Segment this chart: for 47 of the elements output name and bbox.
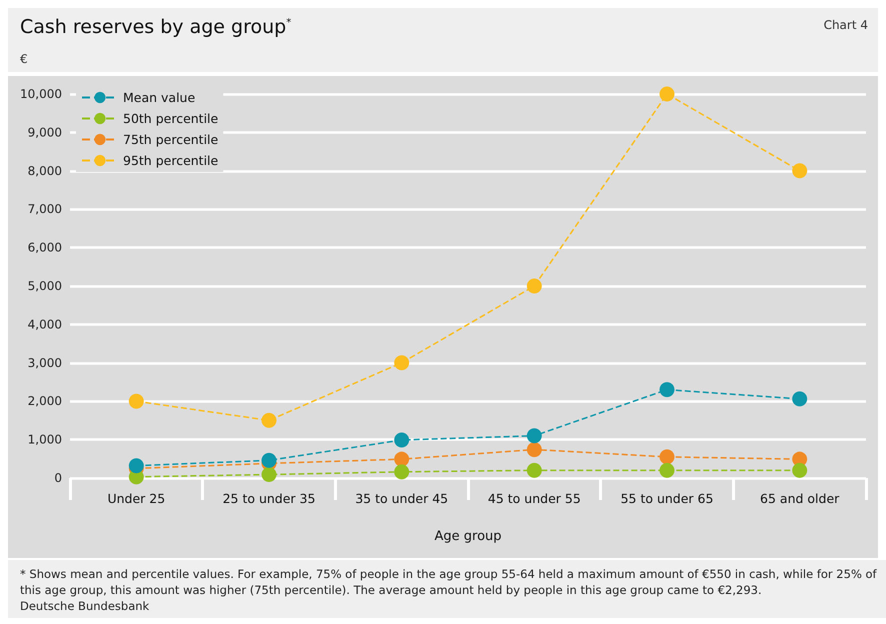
x-tick-label: 65 and older <box>760 491 840 506</box>
point <box>792 391 808 406</box>
legend-label: Mean value <box>123 90 196 105</box>
point <box>526 462 542 478</box>
point <box>394 464 410 480</box>
y-tick-label: 6,000 <box>28 240 62 255</box>
point <box>262 467 276 482</box>
point <box>526 442 542 458</box>
legend-label: 50th percentile <box>123 111 219 126</box>
point <box>394 452 410 467</box>
point <box>526 278 542 294</box>
y-tick-label: 3,000 <box>28 356 62 370</box>
point <box>792 462 808 478</box>
legend-label: 95th percentile <box>123 153 219 168</box>
y-tick-label: 4,000 <box>28 317 62 332</box>
y-tick-label: 7,000 <box>28 202 62 216</box>
y-tick-label: 2,000 <box>28 394 62 408</box>
y-tick-label: 10,000 <box>20 87 62 101</box>
y-tick-label: 1,000 <box>28 432 62 447</box>
point <box>394 432 410 448</box>
y-tick-label: 8,000 <box>28 164 62 178</box>
text: * Shows mean and percentile values. For example, 75% of people in the age group 55-64 held a maximum amount of €550 in cash, while for 25% of this age group, this amount was higher (75th percentile). The average amount held by people in this age group came to €2,293. <box>20 566 878 598</box>
point <box>128 394 144 409</box>
point <box>262 412 276 428</box>
caption: Chart 4 <box>824 18 868 32</box>
point <box>660 382 674 398</box>
text: Deutsche Bundesbank <box>20 598 150 614</box>
y-tick-label: 0 <box>54 471 62 485</box>
x-tick-label: 45 to under 55 <box>488 491 581 506</box>
point <box>660 462 674 478</box>
y-tick-label: 5,000 <box>28 279 62 293</box>
point <box>526 428 542 444</box>
x-tick-label: Under 25 <box>107 491 166 506</box>
x-tick-label: 55 to under 65 <box>620 491 714 506</box>
x-axis-title: Age group <box>434 529 502 544</box>
point <box>660 449 674 464</box>
chart-title: Cash reserves by age group$^{*}$ <box>20 16 292 38</box>
point <box>394 355 410 370</box>
y-axis-title: € <box>20 52 28 66</box>
point <box>262 452 276 468</box>
x-tick-label: 35 to under 45 <box>355 491 448 506</box>
point <box>128 458 144 474</box>
point <box>792 163 808 178</box>
legend-label: 75th percentile <box>123 132 219 147</box>
y-tick-label: 9,000 <box>28 125 62 140</box>
point <box>660 86 674 102</box>
x-tick-label: 25 to under 35 <box>222 491 316 506</box>
